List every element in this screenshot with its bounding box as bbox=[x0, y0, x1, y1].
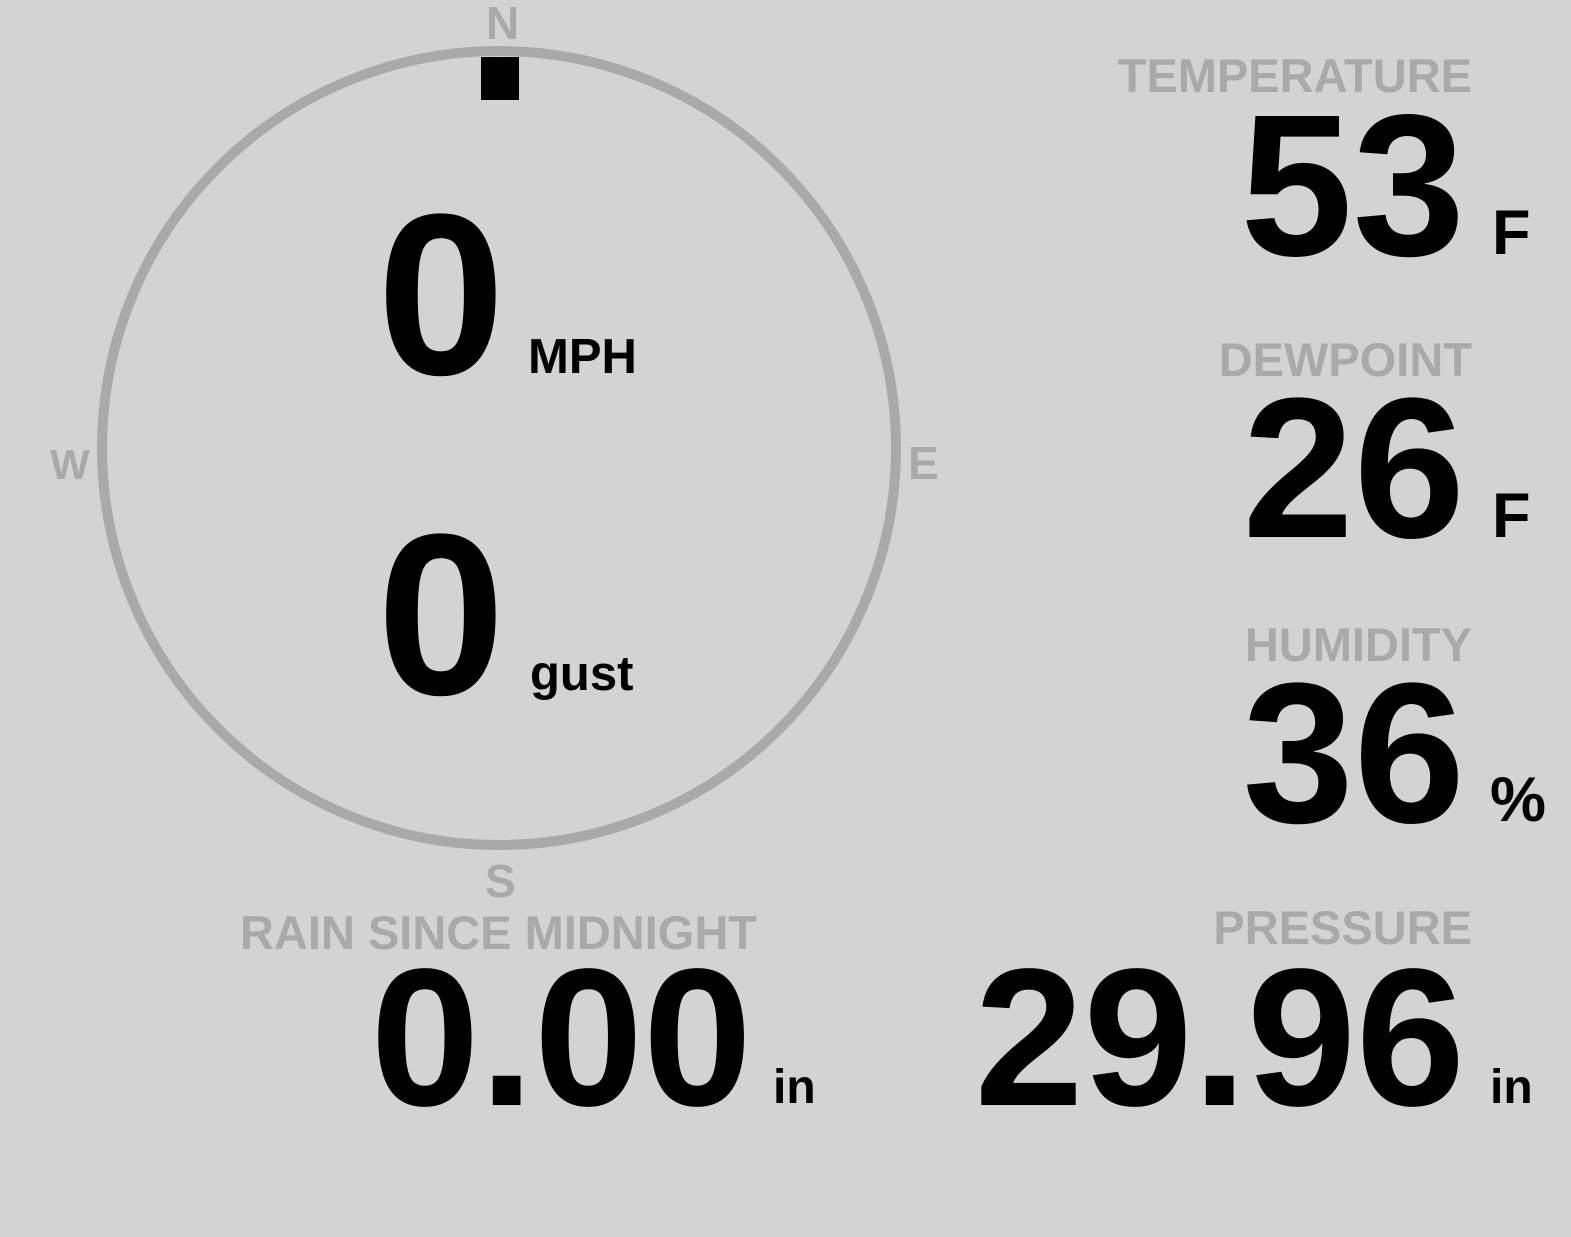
compass-west: W bbox=[50, 441, 90, 488]
dewpoint-unit: F bbox=[1492, 481, 1531, 551]
rain-unit: in bbox=[773, 1061, 816, 1114]
wind-speed-unit: MPH bbox=[528, 330, 637, 384]
wind-gust-value: 0 bbox=[377, 486, 505, 743]
wind-direction-indicator bbox=[481, 57, 519, 100]
wind-gust-label: gust bbox=[530, 647, 634, 701]
pressure-label: PRESSURE bbox=[1213, 901, 1472, 954]
compass-south: S bbox=[485, 855, 516, 907]
dewpoint-value: 26 bbox=[1242, 357, 1465, 580]
rain-label: RAIN SINCE MIDNIGHT bbox=[240, 906, 757, 959]
compass-ring bbox=[97, 46, 901, 850]
temperature-label: TEMPERATURE bbox=[1117, 49, 1472, 102]
humidity-label: HUMIDITY bbox=[1244, 618, 1472, 671]
wind-speed-value: 0 bbox=[377, 166, 505, 423]
rain-value: 0.00 bbox=[370, 928, 752, 1147]
pressure-value: 29.96 bbox=[974, 928, 1465, 1147]
humidity-value: 36 bbox=[1242, 642, 1465, 865]
temperature-unit: F bbox=[1492, 198, 1531, 268]
compass-north: N bbox=[486, 0, 520, 49]
temperature-value: 53 bbox=[1240, 72, 1465, 298]
humidity-unit: % bbox=[1490, 765, 1547, 835]
pressure-unit: in bbox=[1490, 1061, 1533, 1114]
dewpoint-label: DEWPOINT bbox=[1218, 333, 1472, 386]
compass-east: E bbox=[908, 437, 939, 489]
